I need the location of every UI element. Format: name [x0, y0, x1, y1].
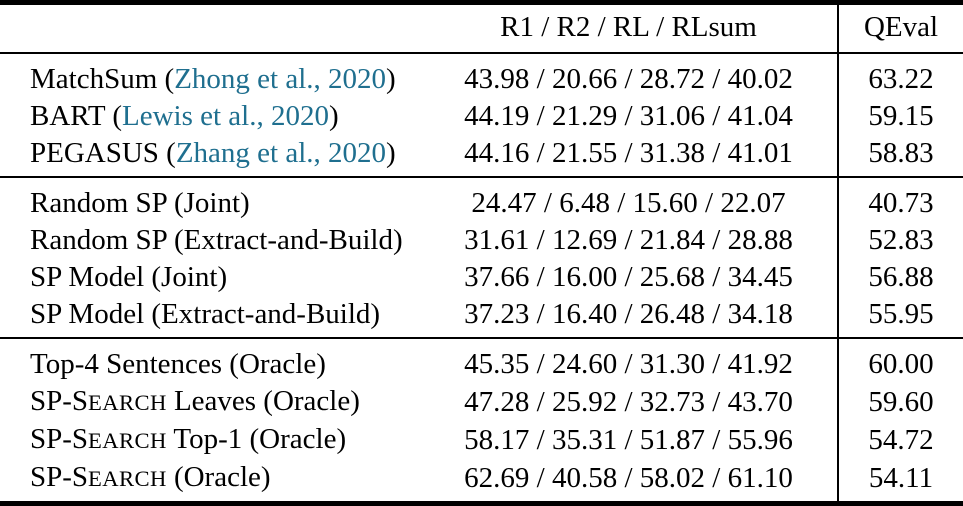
rouge-scores: 24.47 / 6.48 / 15.60 / 22.07 — [471, 187, 786, 219]
model-name-text: PEGASUS ( — [30, 137, 176, 169]
model-name-text: Top-1 (Oracle) — [166, 423, 347, 455]
section-baselines: MatchSum (Zhong et al., 2020) 43.98 / 20… — [0, 53, 963, 177]
table-row: BART (Lewis et al., 2020) 44.19 / 21.29 … — [0, 98, 963, 135]
model-name-text: ) — [328, 100, 339, 132]
citation-link[interactable]: Zhong et al., 2020 — [174, 63, 387, 95]
qeval-score: 55.95 — [837, 296, 963, 338]
qeval-score: 56.88 — [837, 259, 963, 296]
qeval-score: 63.22 — [837, 53, 963, 98]
model-name-text: SP-S — [30, 385, 89, 417]
model-name-text: SP-S — [30, 423, 89, 455]
model-name-text: BART ( — [30, 100, 122, 132]
rouge-scores: 31.61 / 12.69 / 21.84 / 28.88 — [464, 224, 793, 256]
qeval-score: 58.83 — [837, 135, 963, 177]
model-name-smallcaps: EARCH — [88, 428, 167, 453]
table-row: SP-SEARCH (Oracle) 62.69 / 40.58 / 58.02… — [0, 459, 963, 504]
header-system-blank — [0, 3, 420, 54]
model-name-text: Leaves (Oracle) — [166, 385, 360, 417]
model-label: SP-SEARCH Top-1 (Oracle) — [0, 421, 420, 459]
model-name-text: Random SP (Joint) — [30, 187, 250, 219]
model-label: SP Model (Joint) — [0, 259, 420, 296]
table-row: SP Model (Extract-and-Build) 37.23 / 16.… — [0, 296, 963, 338]
model-name-text: Random SP (Extract-and-Build) — [30, 224, 403, 256]
header-qeval: QEval — [837, 2, 963, 53]
section-oracles: Top-4 Sentences (Oracle) 45.35 / 24.60 /… — [0, 338, 963, 504]
qeval-score: 59.15 — [837, 98, 963, 135]
model-name-text: (Oracle) — [166, 461, 271, 493]
model-label: MatchSum (Zhong et al., 2020) — [0, 53, 420, 98]
rouge-scores: 45.35 / 24.60 / 31.30 / 41.92 — [464, 348, 793, 380]
table-row: SP-SEARCH Top-1 (Oracle) 58.17 / 35.31 /… — [0, 421, 963, 459]
rouge-scores: 43.98 / 20.66 / 28.72 / 40.02 — [464, 63, 793, 95]
model-name-text: Top-4 Sentences (Oracle) — [30, 348, 326, 380]
header-rouge-metrics: R1 / R2 / RL / RLsum — [500, 11, 757, 43]
model-name-text: SP Model (Joint) — [30, 261, 228, 293]
rouge-scores: 44.16 / 21.55 / 31.38 / 41.01 — [464, 137, 793, 169]
model-label: Random SP (Joint) — [0, 177, 420, 222]
qeval-score: 54.72 — [837, 421, 963, 459]
qeval-score: 40.73 — [837, 177, 963, 222]
model-name-text: SP Model (Extract-and-Build) — [30, 298, 381, 330]
qeval-score: 52.83 — [837, 222, 963, 259]
qeval-score: 59.60 — [837, 383, 963, 421]
table-row: Top-4 Sentences (Oracle) 45.35 / 24.60 /… — [0, 338, 963, 383]
rouge-scores: 62.69 / 40.58 / 58.02 / 61.10 — [464, 461, 793, 494]
table-row: Random SP (Extract-and-Build) 31.61 / 12… — [0, 222, 963, 259]
model-name-smallcaps: EARCH — [88, 390, 167, 415]
model-label: SP Model (Extract-and-Build) — [0, 296, 420, 338]
citation-link[interactable]: Lewis et al., 2020 — [121, 100, 329, 132]
table-row: Random SP (Joint) 24.47 / 6.48 / 15.60 /… — [0, 177, 963, 222]
model-label: Top-4 Sentences (Oracle) — [0, 338, 420, 383]
section-sp-models: Random SP (Joint) 24.47 / 6.48 / 15.60 /… — [0, 177, 963, 338]
model-name-text: ) — [386, 137, 396, 169]
table-row: SP Model (Joint) 37.66 / 16.00 / 25.68 /… — [0, 259, 963, 296]
header-row: R1 / R2 / RL / RLsum QEval — [0, 2, 963, 54]
table-row: PEGASUS (Zhang et al., 2020) 44.16 / 21.… — [0, 135, 963, 177]
table-header: R1 / R2 / RL / RLsum QEval — [0, 2, 963, 54]
model-name-text: ) — [386, 63, 396, 95]
table-row: MatchSum (Zhong et al., 2020) 43.98 / 20… — [0, 53, 963, 98]
model-label: Random SP (Extract-and-Build) — [0, 222, 420, 259]
model-label: SP-SEARCH Leaves (Oracle) — [0, 383, 420, 421]
model-label: PEGASUS (Zhang et al., 2020) — [0, 135, 420, 177]
qeval-score: 54.11 — [837, 459, 963, 504]
rouge-scores: 44.19 / 21.29 / 31.06 / 41.04 — [464, 100, 793, 132]
model-label: SP-SEARCH (Oracle) — [0, 459, 420, 504]
model-name-smallcaps: EARCH — [88, 466, 167, 491]
model-name-text: SP-S — [30, 461, 89, 493]
rouge-scores: 37.66 / 16.00 / 25.68 / 34.45 — [464, 261, 793, 293]
rouge-scores: 37.23 / 16.40 / 26.48 / 34.18 — [464, 298, 793, 330]
rouge-scores: 58.17 / 35.31 / 51.87 / 55.96 — [464, 423, 793, 456]
qeval-score: 60.00 — [837, 338, 963, 383]
model-label: BART (Lewis et al., 2020) — [0, 98, 420, 135]
model-name-text: MatchSum ( — [30, 63, 175, 95]
rouge-scores: 47.28 / 25.92 / 32.73 / 43.70 — [464, 385, 793, 418]
table-row: SP-SEARCH Leaves (Oracle) 47.28 / 25.92 … — [0, 383, 963, 421]
citation-link[interactable]: Zhang et al., 2020 — [175, 137, 387, 169]
